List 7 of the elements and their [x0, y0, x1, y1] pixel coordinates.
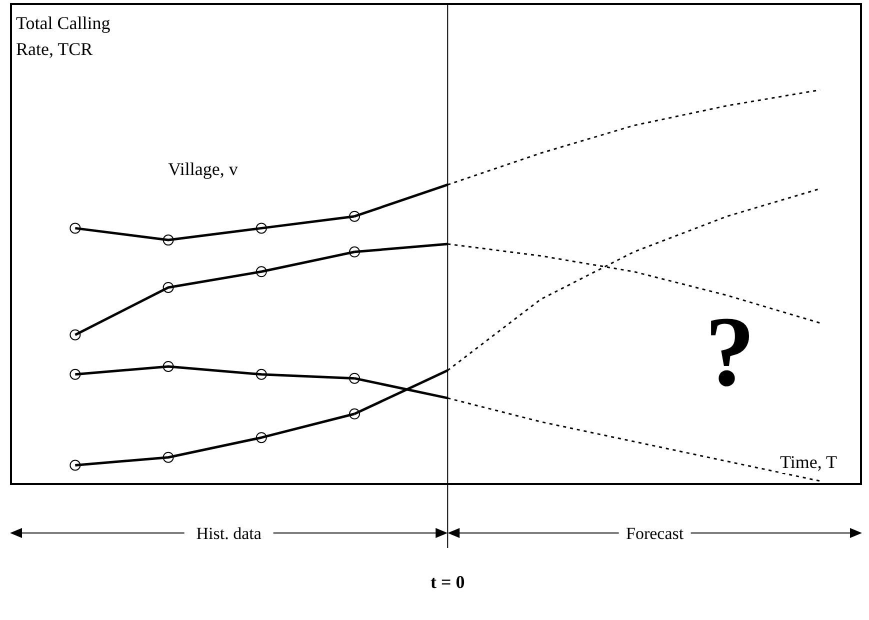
text: Hist. data	[196, 524, 262, 543]
text: t = 0	[430, 572, 465, 592]
y-axis-title: Total Calling Rate, TCR	[16, 12, 112, 61]
annotation: ?	[705, 296, 755, 407]
x-axis-title: Time, T	[780, 452, 838, 473]
annotation: Village, v	[168, 159, 238, 179]
text: Forecast	[626, 524, 684, 543]
